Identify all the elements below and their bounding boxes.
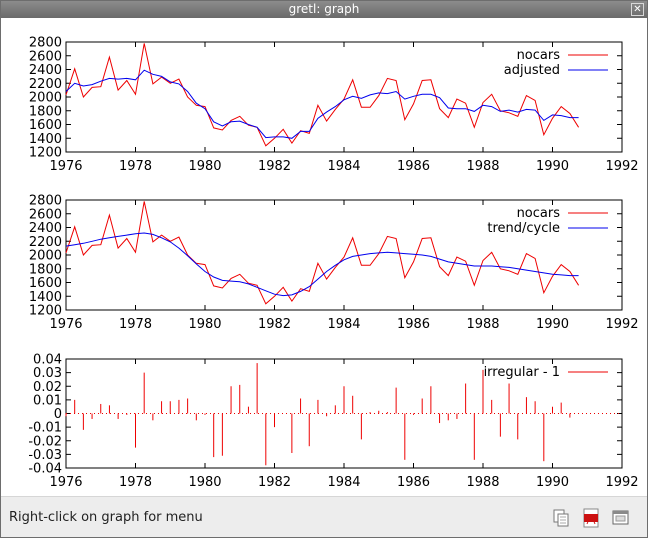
window-button[interactable]	[611, 508, 631, 528]
x-tick-label: 1980	[188, 475, 221, 490]
x-tick-label: 1992	[605, 159, 638, 174]
x-tick-label: 1982	[258, 159, 291, 174]
x-tick-label: 1982	[258, 475, 291, 490]
y-tick-label: 0.01	[33, 393, 62, 408]
y-tick-label: 2800	[29, 194, 62, 209]
x-tick-label: 1976	[49, 159, 82, 174]
legend-label: irregular - 1	[484, 365, 560, 380]
close-button[interactable]: ✕	[631, 3, 644, 16]
x-tick-label: 1990	[536, 475, 569, 490]
legend-label: nocars	[517, 206, 561, 221]
x-tick-label: 1988	[466, 317, 499, 332]
x-tick-label: 1978	[119, 317, 152, 332]
series-line-nocars	[65, 201, 580, 305]
y-tick-label: -0.04	[28, 462, 62, 477]
window-icon	[612, 510, 629, 525]
charts-canvas: 1976 1978 1980 1982 1984 1986 1988 1990 1992 1200…	[28, 36, 638, 491]
x-tick-label: 1992	[605, 317, 638, 332]
y-tick-label: 1600	[29, 118, 62, 133]
plot-area[interactable]: 1976 1978 1980 1982 1984 1986 1988 1990 1992 1200…	[1, 18, 647, 496]
y-tick-label: 2000	[29, 91, 62, 106]
title-bar[interactable]: gretl: graph ✕	[1, 1, 647, 18]
x-tick-label: 1988	[466, 159, 499, 174]
status-bar: Right-click on graph for menu	[1, 496, 647, 537]
close-icon: ✕	[633, 4, 642, 15]
y-tick-label: 1800	[29, 262, 62, 277]
y-tick-label: 0.03	[33, 366, 62, 381]
x-tick-label: 1990	[536, 159, 569, 174]
y-tick-label: -0.02	[28, 434, 62, 449]
series-line-adjusted	[65, 69, 579, 139]
y-tick-label: 2600	[29, 49, 62, 64]
y-tick-label: 1600	[29, 276, 62, 291]
y-tick-label: 2800	[29, 36, 62, 51]
x-tick-label: 1980	[188, 317, 221, 332]
legend-label: adjusted	[504, 63, 560, 78]
y-tick-label: 2000	[29, 249, 62, 264]
window-title: gretl: graph	[288, 2, 360, 16]
y-tick-label: 2600	[29, 207, 62, 222]
x-tick-label: 1978	[119, 475, 152, 490]
y-tick-label: 2400	[29, 221, 62, 236]
x-tick-label: 1986	[397, 317, 430, 332]
y-tick-label: 1400	[29, 290, 62, 305]
x-tick-label: 1976	[49, 475, 82, 490]
y-tick-label: -0.03	[28, 448, 62, 463]
x-tick-label: 1978	[119, 159, 152, 174]
x-tick-label: 1986	[397, 159, 430, 174]
series-line-trend-cycle	[65, 232, 579, 297]
y-tick-label: 1800	[29, 104, 62, 119]
x-tick-label: 1980	[188, 159, 221, 174]
x-tick-label: 1976	[49, 317, 82, 332]
y-tick-label: 0.02	[33, 380, 62, 395]
y-tick-label: 1200	[29, 304, 62, 319]
x-tick-label: 1992	[605, 475, 638, 490]
y-tick-label: 0	[54, 407, 62, 422]
x-tick-label: 1984	[327, 317, 360, 332]
x-tick-label: 1984	[327, 475, 360, 490]
x-tick-label: 1988	[466, 475, 499, 490]
x-tick-label: 1982	[258, 317, 291, 332]
copy-icon	[553, 509, 569, 527]
pdf-icon	[583, 508, 599, 528]
legend-label: nocars	[517, 48, 561, 63]
y-tick-label: 2400	[29, 63, 62, 78]
y-tick-label: 1200	[29, 146, 62, 161]
legend-label: trend/cycle	[487, 221, 560, 236]
x-tick-label: 1986	[397, 475, 430, 490]
x-tick-label: 1984	[327, 159, 360, 174]
series-line-nocars	[65, 43, 580, 147]
y-tick-label: 0.04	[33, 353, 62, 368]
y-tick-label: -0.01	[28, 421, 62, 436]
y-tick-label: 2200	[29, 235, 62, 250]
y-tick-label: 1400	[29, 132, 62, 147]
x-tick-label: 1990	[536, 317, 569, 332]
pdf-button[interactable]	[581, 508, 601, 528]
y-tick-label: 2200	[29, 77, 62, 92]
status-text: Right-click on graph for menu	[9, 510, 203, 525]
copy-button[interactable]	[551, 508, 571, 528]
